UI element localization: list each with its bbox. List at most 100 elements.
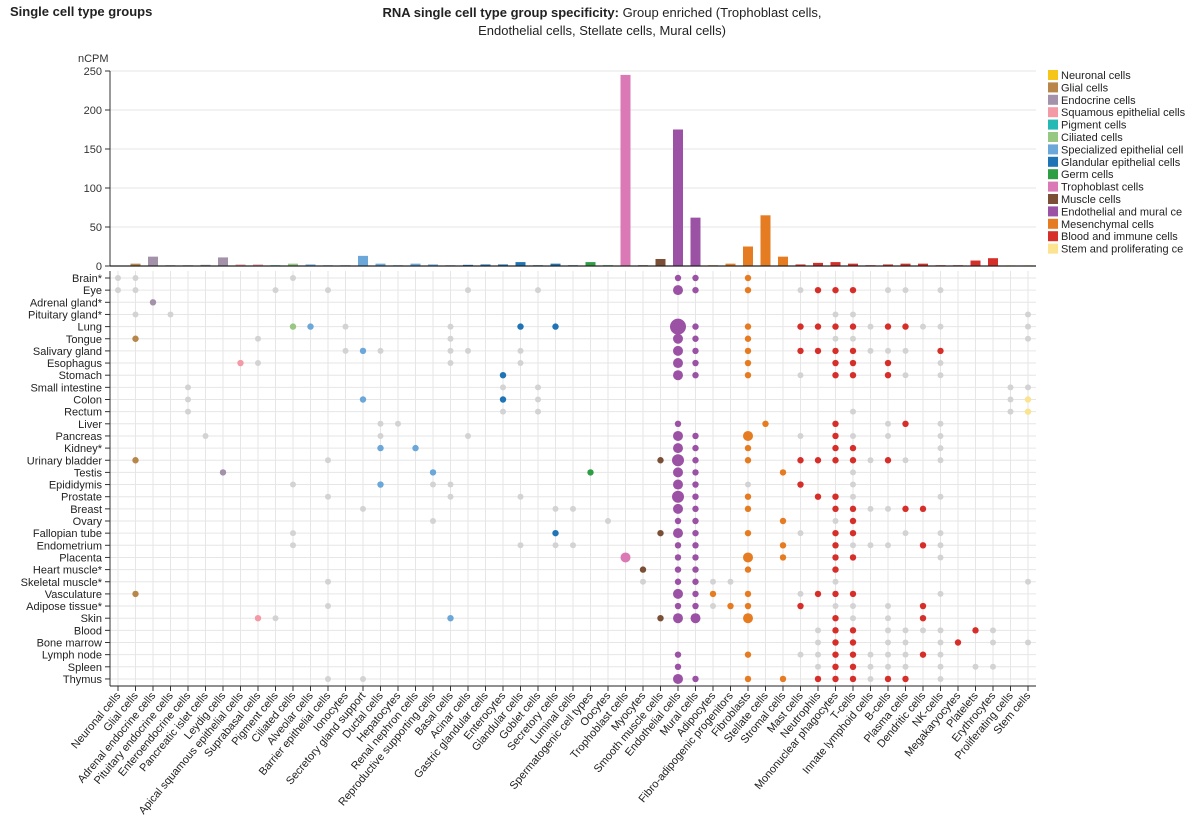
dot [849,554,857,561]
legend-label: Glandular epithelial cells [1061,157,1181,169]
dot [673,370,683,381]
tissue-label: Thymus [63,674,103,686]
dot [377,481,384,488]
dot [1025,323,1031,330]
legend-swatch [1048,119,1058,130]
dot [832,359,839,367]
dot [620,552,631,563]
dot [849,517,857,525]
dot [797,530,804,537]
dot [517,360,524,367]
bar [900,263,911,266]
dot [465,347,471,354]
dot [115,275,121,281]
dot [325,578,331,585]
dot [832,651,839,658]
dot [884,675,892,683]
dot [832,639,839,646]
dot [744,529,752,537]
dot [885,505,891,512]
dot [672,454,684,467]
dot [797,323,804,330]
dot [290,481,296,488]
dot [673,358,683,369]
dot [832,529,839,537]
dot [692,493,699,500]
dot [867,663,874,670]
dot [849,505,857,513]
dot [727,578,734,585]
tissue-label: Skin [81,613,102,625]
dot [815,663,821,670]
dot [902,651,909,658]
dot [535,384,541,391]
dot [692,517,699,525]
dot [744,323,752,330]
dot [814,493,822,500]
dot [814,323,822,330]
legend-label: Pigment cells [1061,120,1127,132]
tissue-label: Brain* [72,273,103,285]
dot [762,420,769,427]
dot [902,530,909,537]
dot [499,372,507,379]
dot [832,432,839,440]
bar [883,264,893,266]
dot [744,274,752,282]
legend-swatch [1048,156,1058,167]
dot [885,627,891,634]
dot [954,639,962,646]
y-tick-label: 150 [84,144,102,156]
dot [832,542,839,549]
dot [937,627,944,634]
tissue-label: Heart muscle* [33,565,103,577]
bar [148,256,158,266]
dot [535,408,541,415]
dot [674,578,682,585]
dot [902,505,909,513]
bar [218,257,228,266]
dot [849,627,857,634]
bar [375,263,386,266]
dot [850,603,856,610]
dot [867,347,874,354]
dot [849,359,857,367]
dot [832,615,839,622]
bar [918,263,928,266]
tissue-label: Lymph node [42,650,102,662]
dot [797,347,804,355]
tissue-label: Colon [73,395,102,407]
dot [902,457,909,464]
tissue-label: Vasculature [45,589,102,601]
tissue-label: Ovary [73,516,103,528]
dot [692,566,699,573]
legend-swatch [1048,82,1058,93]
dot [937,663,944,670]
dot [447,493,454,500]
legend-label: Squamous epithelial cells [1061,107,1186,119]
bar [480,264,491,266]
tissue-label: Spleen [68,662,102,674]
dot [832,505,839,513]
dot [902,663,909,670]
dot [255,335,261,342]
tissue-label: Fallopian tube [33,528,102,540]
tissue-label: Epididymis [49,480,103,492]
dot [412,444,419,452]
dot [744,457,752,464]
dot [377,444,384,452]
dot [1025,311,1031,318]
dot [289,323,297,330]
dot [517,542,524,549]
dot [744,359,752,367]
dot [272,615,279,622]
y-tick-label: 250 [84,66,102,78]
dot [657,457,664,464]
dot [1007,384,1014,391]
dot [692,372,699,379]
tissue-label: Rectum [64,407,102,419]
dot [692,444,699,452]
y-tick-label: 50 [90,222,102,234]
dot [674,651,682,658]
dot [797,457,804,464]
